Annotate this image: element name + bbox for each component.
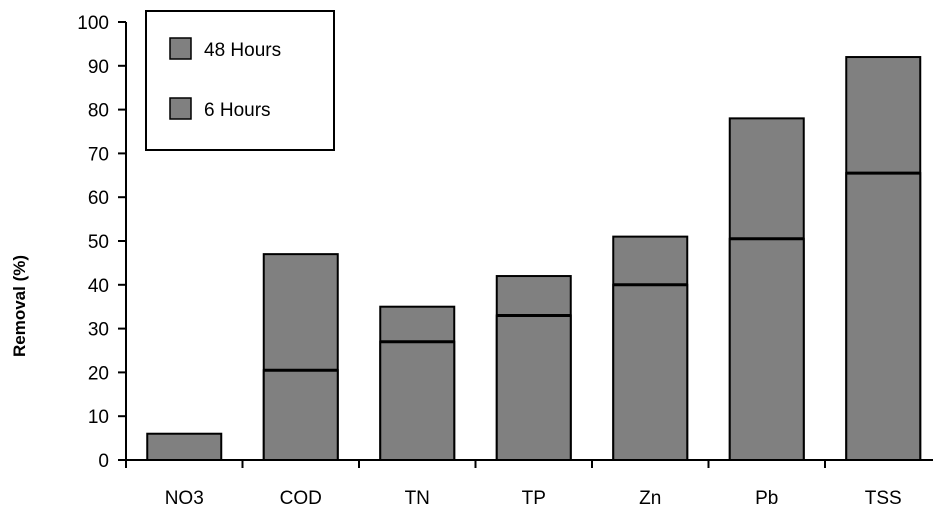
x-tick-label: TP (522, 488, 546, 509)
y-tick-label: 60 (88, 188, 109, 209)
x-tick-label: Zn (639, 488, 661, 509)
y-tick-label: 80 (88, 101, 109, 122)
legend-label-6-hours: 6 Hours (204, 100, 271, 121)
y-tick-label: 50 (88, 232, 109, 253)
legend-label-48-hours: 48 Hours (204, 40, 281, 61)
bar-6-hours (728, 237, 805, 461)
x-axis: NO3 COD TN TP Zn Pb TSS (125, 459, 933, 509)
y-axis: 0 10 20 30 40 50 60 70 80 90 100 (77, 13, 127, 472)
bar-6-hours (612, 283, 689, 461)
x-tick-label: TSS (865, 488, 902, 509)
y-tick-label: 100 (77, 13, 109, 34)
x-tick-label: TN (405, 488, 430, 509)
bar-6-hours (379, 340, 456, 461)
y-tick-label: 10 (88, 407, 109, 428)
bars (146, 56, 922, 462)
y-tick-label: 70 (88, 144, 109, 165)
bar-6-hours (262, 369, 339, 461)
y-axis-label: Removal (%) (10, 255, 29, 357)
x-tick-label: COD (280, 488, 322, 509)
x-tick-label: NO3 (165, 488, 204, 509)
y-tick-label: 20 (88, 363, 109, 384)
y-tick-label: 40 (88, 276, 109, 297)
legend-swatch-48-hours (169, 37, 192, 60)
bar-48-hours (146, 432, 223, 462)
legend: 48 Hours 6 Hours (145, 10, 335, 151)
bar-6-hours (845, 172, 922, 462)
bar-6-hours (495, 314, 572, 461)
y-tick-label: 0 (98, 451, 109, 472)
y-tick-label: 90 (88, 57, 109, 78)
legend-box (145, 10, 335, 151)
x-tick-label: Pb (755, 488, 778, 509)
legend-swatch-6-hours (169, 97, 192, 120)
y-tick-label: 30 (88, 320, 109, 341)
